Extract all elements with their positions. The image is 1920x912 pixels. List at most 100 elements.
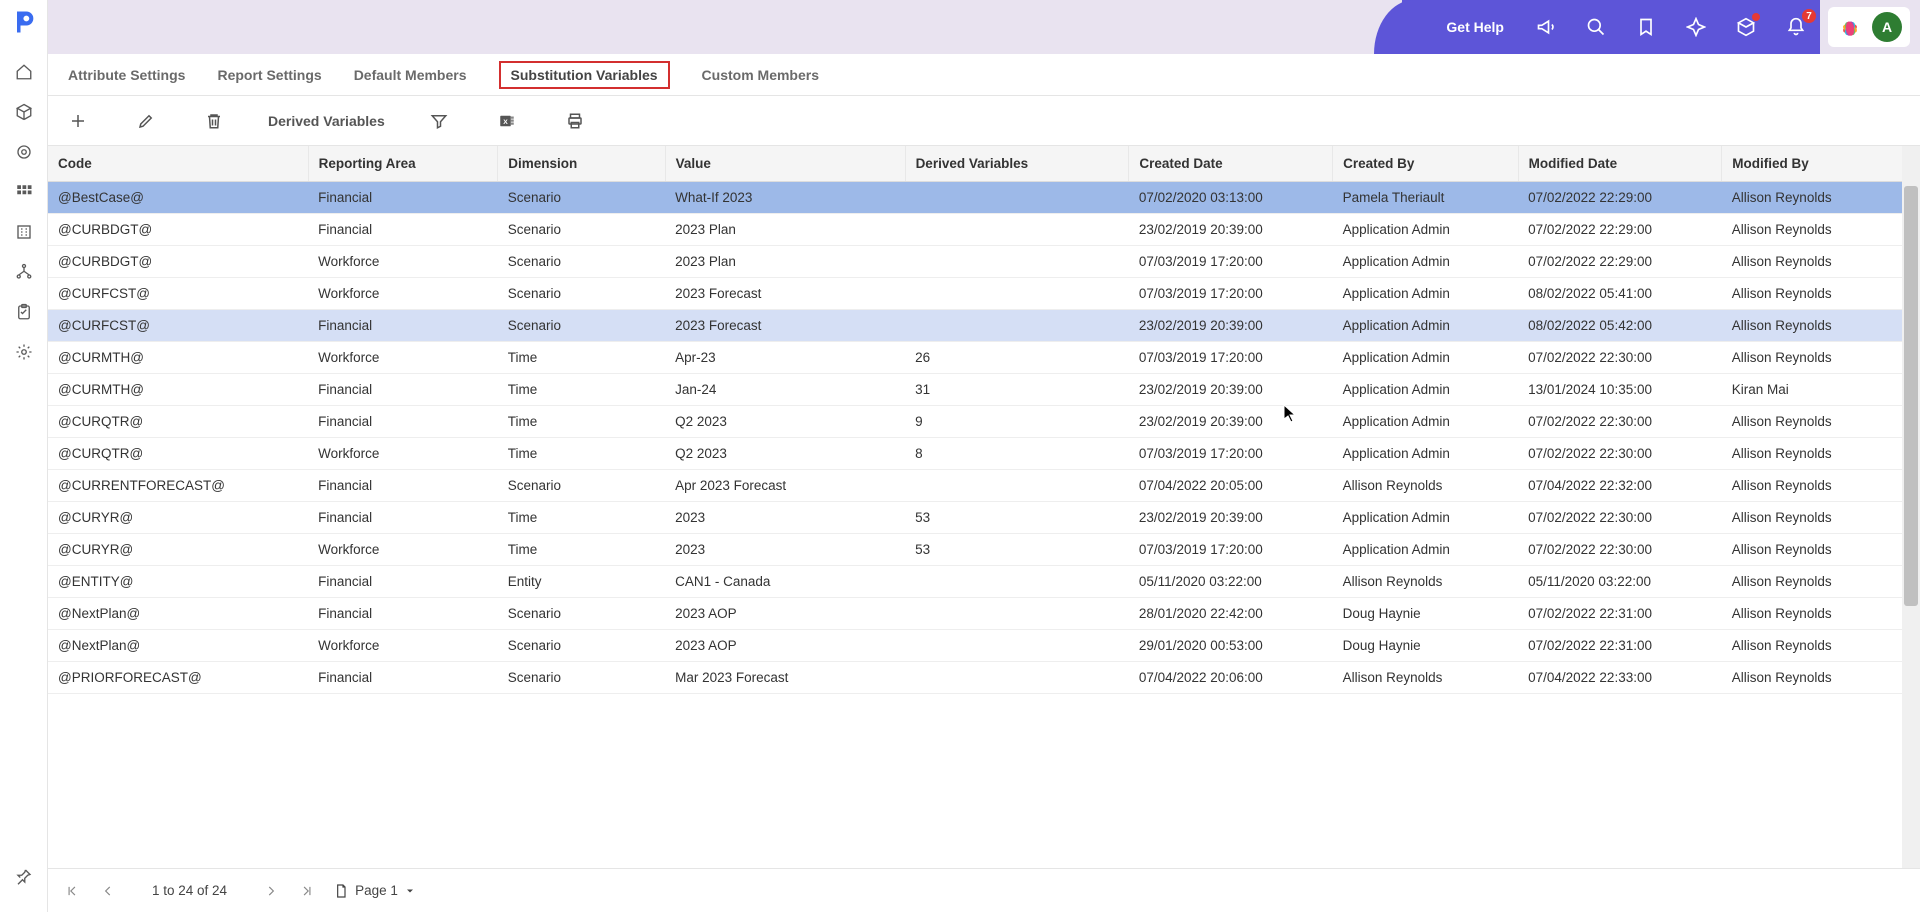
nav-target-icon[interactable] [0, 132, 48, 172]
tab-substitution-variables[interactable]: Substitution Variables [499, 61, 670, 89]
table-cell: 23/02/2019 20:39:00 [1129, 310, 1333, 342]
edit-icon[interactable] [132, 107, 160, 135]
column-header[interactable]: Reporting Area [308, 146, 498, 182]
table-cell: Allison Reynolds [1722, 406, 1920, 438]
nav-building-icon[interactable] [0, 212, 48, 252]
table-cell: 07/02/2022 22:30:00 [1518, 406, 1722, 438]
last-page-icon[interactable] [297, 881, 317, 901]
table-row[interactable]: @PRIORFORECAST@FinancialScenarioMar 2023… [48, 662, 1920, 694]
table-row[interactable]: @NextPlan@WorkforceScenario2023 AOP29/01… [48, 630, 1920, 662]
toolbar: Derived Variables X [48, 96, 1920, 146]
table-cell: 07/03/2019 17:20:00 [1129, 438, 1333, 470]
add-icon[interactable] [64, 107, 92, 135]
table-row[interactable]: @CURRENTFORECAST@FinancialScenarioApr 20… [48, 470, 1920, 502]
table-cell: 07/02/2022 22:30:00 [1518, 342, 1722, 374]
column-header[interactable]: Value [665, 146, 905, 182]
get-help-button[interactable]: Get Help [1402, 0, 1522, 54]
package-icon[interactable] [1734, 15, 1758, 39]
table-cell: Jan-24 [665, 374, 905, 406]
table-cell: @CURQTR@ [48, 438, 308, 470]
table-cell: 07/02/2022 22:31:00 [1518, 630, 1722, 662]
print-icon[interactable] [561, 107, 589, 135]
table-cell: Application Admin [1333, 214, 1519, 246]
app-logo[interactable] [10, 8, 38, 36]
table-row[interactable]: @CURYR@FinancialTime20235323/02/2019 20:… [48, 502, 1920, 534]
column-header[interactable]: Dimension [498, 146, 665, 182]
table-row[interactable]: @CURQTR@FinancialTimeQ2 2023923/02/2019 … [48, 406, 1920, 438]
table-cell: 08/02/2022 05:42:00 [1518, 310, 1722, 342]
table-cell: 2023 Plan [665, 214, 905, 246]
table-cell: 07/04/2022 20:05:00 [1129, 470, 1333, 502]
table-cell: Allison Reynolds [1722, 470, 1920, 502]
nav-home-icon[interactable] [0, 52, 48, 92]
derived-variables-button[interactable]: Derived Variables [268, 113, 385, 129]
nav-hierarchy-icon[interactable] [0, 252, 48, 292]
table-cell: @CURRENTFORECAST@ [48, 470, 308, 502]
table-cell: Financial [308, 214, 498, 246]
table-cell: 07/03/2019 17:20:00 [1129, 342, 1333, 374]
table-cell: @CURBDGT@ [48, 246, 308, 278]
table-cell [905, 662, 1129, 694]
table-cell: 2023 Plan [665, 246, 905, 278]
nav-pin-icon[interactable] [0, 856, 48, 896]
table-cell: Allison Reynolds [1333, 470, 1519, 502]
prev-page-icon[interactable] [98, 881, 118, 901]
table-row[interactable]: @CURFCST@FinancialScenario2023 Forecast2… [48, 310, 1920, 342]
table-cell: Financial [308, 182, 498, 214]
filter-icon[interactable] [425, 107, 453, 135]
first-page-icon[interactable] [62, 881, 82, 901]
bookmark-icon[interactable] [1634, 15, 1658, 39]
table-row[interactable]: @CURQTR@WorkforceTimeQ2 2023807/03/2019 … [48, 438, 1920, 470]
user-menu[interactable]: A [1828, 7, 1910, 47]
table-row[interactable]: @CURMTH@FinancialTimeJan-243123/02/2019 … [48, 374, 1920, 406]
table-cell: @CURBDGT@ [48, 214, 308, 246]
next-page-icon[interactable] [261, 881, 281, 901]
table-cell: Allison Reynolds [1722, 630, 1920, 662]
table-cell: 07/03/2019 17:20:00 [1129, 278, 1333, 310]
search-icon[interactable] [1584, 15, 1608, 39]
table-cell: Workforce [308, 246, 498, 278]
table-cell: @CURMTH@ [48, 342, 308, 374]
table-row[interactable]: @CURYR@WorkforceTime20235307/03/2019 17:… [48, 534, 1920, 566]
nav-cube-icon[interactable] [0, 92, 48, 132]
table-cell: Application Admin [1333, 278, 1519, 310]
table-cell: Allison Reynolds [1722, 598, 1920, 630]
flower-icon [1834, 11, 1866, 43]
table-row[interactable]: @CURBDGT@FinancialScenario2023 Plan23/02… [48, 214, 1920, 246]
column-header[interactable]: Modified Date [1518, 146, 1722, 182]
table-cell: 07/02/2022 22:29:00 [1518, 182, 1722, 214]
table-row[interactable]: @CURBDGT@WorkforceScenario2023 Plan07/03… [48, 246, 1920, 278]
table-row[interactable]: @NextPlan@FinancialScenario2023 AOP28/01… [48, 598, 1920, 630]
table-cell: Scenario [498, 278, 665, 310]
nav-clipboard-icon[interactable] [0, 292, 48, 332]
nav-apps-icon[interactable] [0, 172, 48, 212]
table-cell: 26 [905, 342, 1129, 374]
column-header[interactable]: Created Date [1129, 146, 1333, 182]
tab-report-settings[interactable]: Report Settings [217, 54, 321, 96]
export-excel-icon[interactable]: X [493, 107, 521, 135]
table-row[interactable]: @ENTITY@FinancialEntityCAN1 - Canada05/1… [48, 566, 1920, 598]
scrollbar-thumb[interactable] [1904, 186, 1918, 606]
table-cell: Doug Haynie [1333, 598, 1519, 630]
bell-icon[interactable]: 7 [1784, 15, 1808, 39]
column-header[interactable]: Created By [1333, 146, 1519, 182]
table-row[interactable]: @CURMTH@WorkforceTimeApr-232607/03/2019 … [48, 342, 1920, 374]
tab-attribute-settings[interactable]: Attribute Settings [68, 54, 185, 96]
announce-icon[interactable] [1534, 15, 1558, 39]
page-selector[interactable]: Page 1 [333, 883, 416, 899]
tab-default-members[interactable]: Default Members [354, 54, 467, 96]
column-header[interactable]: Code [48, 146, 308, 182]
compass-icon[interactable] [1684, 15, 1708, 39]
column-header[interactable]: Derived Variables [905, 146, 1129, 182]
data-grid[interactable]: CodeReporting AreaDimensionValueDerived … [48, 146, 1920, 868]
delete-icon[interactable] [200, 107, 228, 135]
nav-settings-icon[interactable] [0, 332, 48, 372]
column-header[interactable]: Modified By [1722, 146, 1920, 182]
tab-custom-members[interactable]: Custom Members [702, 54, 819, 96]
page-doc-icon [333, 883, 349, 899]
table-row[interactable]: @BestCase@FinancialScenarioWhat-If 20230… [48, 182, 1920, 214]
vertical-scrollbar[interactable] [1902, 146, 1920, 868]
table-row[interactable]: @CURFCST@WorkforceScenario2023 Forecast0… [48, 278, 1920, 310]
table-cell: Allison Reynolds [1722, 246, 1920, 278]
table-cell: 07/04/2022 22:32:00 [1518, 470, 1722, 502]
